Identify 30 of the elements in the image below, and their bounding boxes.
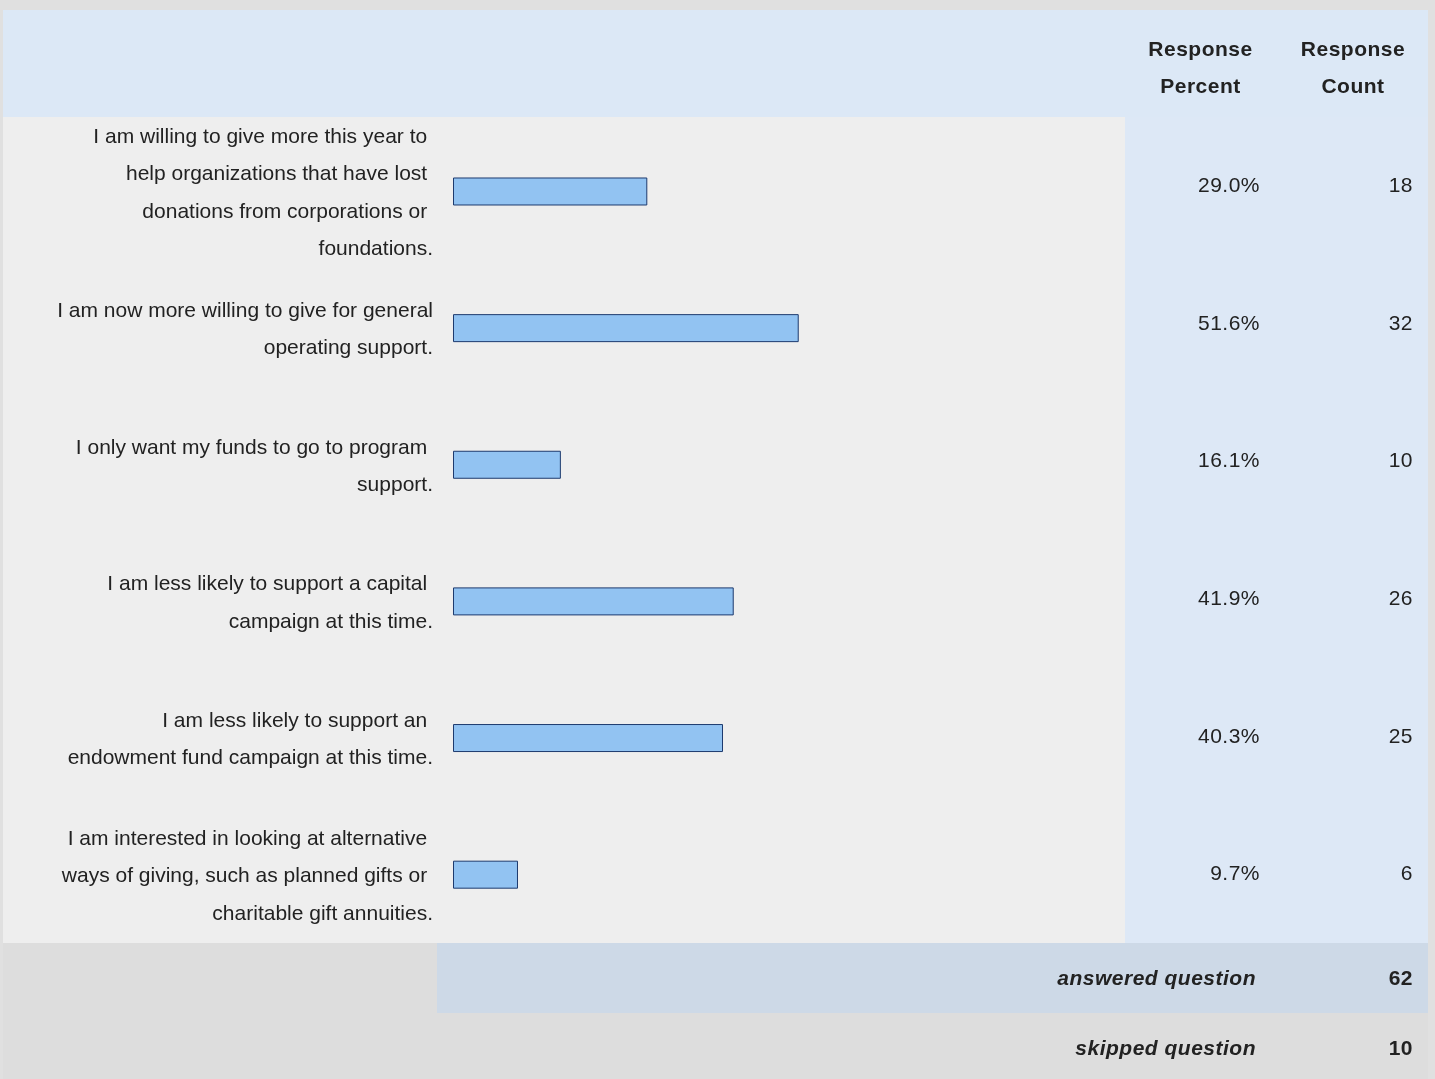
bar — [453, 450, 561, 479]
data-label: 40.3% — [1196, 723, 1260, 748]
data-label: 51.6% — [1196, 310, 1260, 335]
bar — [453, 724, 724, 753]
bar — [453, 177, 648, 206]
data-label: 29.0% — [1196, 172, 1260, 197]
data-label: 41.9% — [1196, 585, 1260, 610]
text: 10 — [1387, 1036, 1413, 1060]
text: 32 — [1387, 310, 1413, 335]
y-tick-label: I am less likely to support a capital campaign at this time. — [107, 571, 433, 632]
text: Response Count — [1299, 36, 1407, 99]
y-tick-label: I am less likely to support an endowment fund campaign at this time. — [67, 707, 433, 769]
data-label: 9.7% — [1209, 861, 1260, 886]
text: 18 — [1387, 172, 1413, 197]
text: answered question — [1056, 966, 1256, 990]
bar — [453, 314, 799, 343]
text: 62 — [1387, 966, 1413, 990]
text: skipped question — [1074, 1036, 1256, 1060]
y-tick-label: I am interested in looking at alternative ways of giving, such as planned gifts or charitable gift annuities. — [60, 825, 433, 924]
y-tick-label: I only want my funds to go to program support. — [75, 434, 433, 496]
bar — [453, 587, 734, 616]
text: 25 — [1387, 723, 1413, 748]
data-label: 16.1% — [1196, 448, 1260, 473]
y-tick-label: I am willing to give more this year to help organizations that have lost donations from corporations or foundations. — [93, 123, 433, 260]
bar — [453, 860, 518, 889]
text: Response Percent — [1147, 36, 1254, 99]
y-tick-label: I am now more willing to give for general operating support. — [57, 297, 433, 359]
text: 6 — [1399, 861, 1413, 886]
text: 26 — [1387, 585, 1413, 610]
text: 10 — [1387, 448, 1413, 473]
